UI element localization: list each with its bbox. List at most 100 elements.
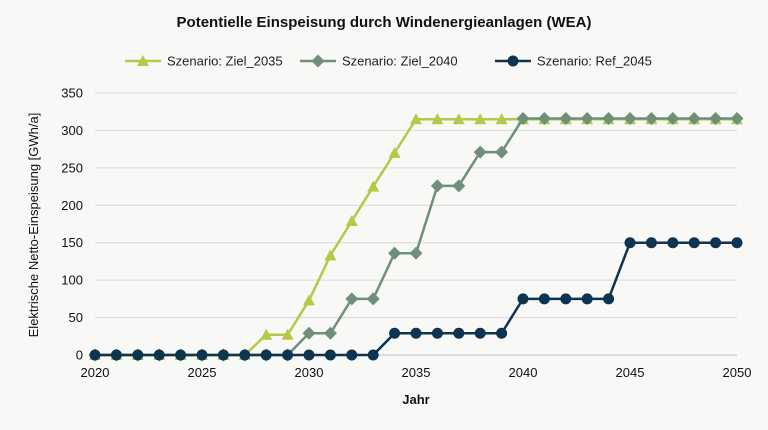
data-point [452, 113, 465, 125]
data-point [260, 349, 272, 361]
legend-label: Szenario: Ref_2045 [537, 54, 652, 69]
data-point [303, 294, 315, 306]
data-point [409, 246, 423, 260]
data-point [666, 111, 680, 125]
data-point [730, 111, 744, 125]
legend-label: Szenario: Ziel_2040 [342, 54, 458, 69]
legend-marker [137, 55, 149, 66]
data-point [175, 349, 187, 361]
data-point [495, 145, 509, 159]
y-axis-label: Elektrische Netto-Einspeisung [GWh/a] [26, 113, 41, 338]
data-point [560, 293, 572, 305]
data-point [687, 111, 701, 125]
data-point [282, 349, 294, 361]
x-axis-label: Jahr [402, 392, 429, 407]
data-point [302, 326, 316, 340]
data-point [410, 327, 422, 339]
x-tick-label: 2045 [616, 365, 645, 380]
data-point [303, 349, 315, 361]
legend-marker [507, 55, 519, 67]
legend-item: Szenario: Ziel_2035 [125, 54, 283, 69]
data-point [602, 111, 616, 125]
data-point [431, 113, 444, 125]
data-point [644, 111, 658, 125]
series-1 [89, 113, 743, 360]
series-line [95, 117, 737, 357]
legend-item: Szenario: Ziel_2040 [300, 54, 458, 69]
data-point [153, 349, 165, 361]
data-point [624, 237, 636, 249]
data-point [196, 349, 208, 361]
data-point [345, 292, 359, 306]
data-point [366, 292, 380, 306]
data-point [217, 349, 229, 361]
data-point [453, 327, 465, 339]
data-point [516, 111, 530, 125]
data-point [260, 328, 273, 340]
data-point [731, 237, 743, 249]
data-point [473, 145, 487, 159]
series-2 [88, 111, 744, 362]
legend: Szenario: Ziel_2035 Szenario: Ziel_2040 Sz… [125, 54, 652, 69]
data-point [110, 349, 122, 361]
data-point [495, 113, 508, 125]
data-point [623, 111, 637, 125]
series-3 [89, 237, 743, 361]
data-point [410, 113, 422, 125]
legend-item: Szenario: Ref_2045 [495, 54, 652, 69]
data-point [430, 179, 444, 193]
data-point [367, 180, 380, 192]
data-point [367, 349, 379, 361]
data-point [132, 349, 144, 361]
data-point [688, 237, 700, 249]
data-point [239, 349, 251, 361]
series-line [95, 117, 737, 357]
y-tick-label: 200 [61, 198, 83, 213]
y-tick-label: 350 [61, 86, 83, 101]
data-point [603, 293, 615, 305]
data-point [474, 327, 486, 339]
x-tick-label: 2040 [509, 365, 538, 380]
data-point [517, 293, 529, 305]
data-point [324, 349, 336, 361]
data-point [388, 146, 401, 158]
data-point [324, 249, 337, 261]
data-point [474, 113, 487, 125]
chart-title: Potentielle Einspeisung durch Windenergi… [177, 14, 592, 31]
data-point [281, 328, 294, 340]
y-tick-label: 100 [61, 273, 83, 288]
data-point [580, 111, 594, 125]
y-tick-label: 300 [61, 123, 83, 138]
data-point [388, 246, 402, 260]
data-point [346, 349, 358, 361]
x-tick-label: 2020 [81, 365, 110, 380]
y-tick-label: 150 [61, 235, 83, 250]
data-point [710, 237, 722, 249]
y-tick-label: 250 [61, 160, 83, 175]
data-point [709, 111, 723, 125]
series-group [88, 111, 744, 362]
data-point [538, 293, 550, 305]
legend-label: Szenario: Ziel_2035 [167, 54, 283, 69]
legend-marker [311, 54, 325, 68]
grid-lines [95, 92, 737, 356]
x-tick-label: 2030 [295, 365, 324, 380]
y-axis-ticks: 0 50 100 150 200 250 300 350 [61, 86, 83, 363]
x-tick-label: 2035 [402, 365, 431, 380]
x-tick-label: 2050 [723, 365, 752, 380]
data-point [559, 111, 573, 125]
x-tick-label: 2025 [188, 365, 217, 380]
data-point [496, 327, 508, 339]
data-point [389, 327, 401, 339]
data-point [537, 111, 551, 125]
data-point [667, 237, 679, 249]
data-point [645, 237, 657, 249]
data-point [431, 327, 443, 339]
data-point [323, 326, 337, 340]
data-point [581, 293, 593, 305]
data-point [452, 179, 466, 193]
data-point [89, 349, 101, 361]
y-tick-label: 0 [76, 348, 83, 363]
data-point [345, 215, 358, 227]
